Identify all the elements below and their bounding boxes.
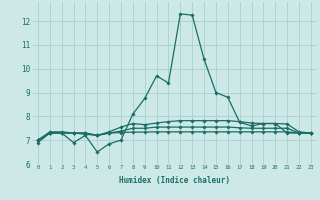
X-axis label: Humidex (Indice chaleur): Humidex (Indice chaleur) — [119, 176, 230, 185]
